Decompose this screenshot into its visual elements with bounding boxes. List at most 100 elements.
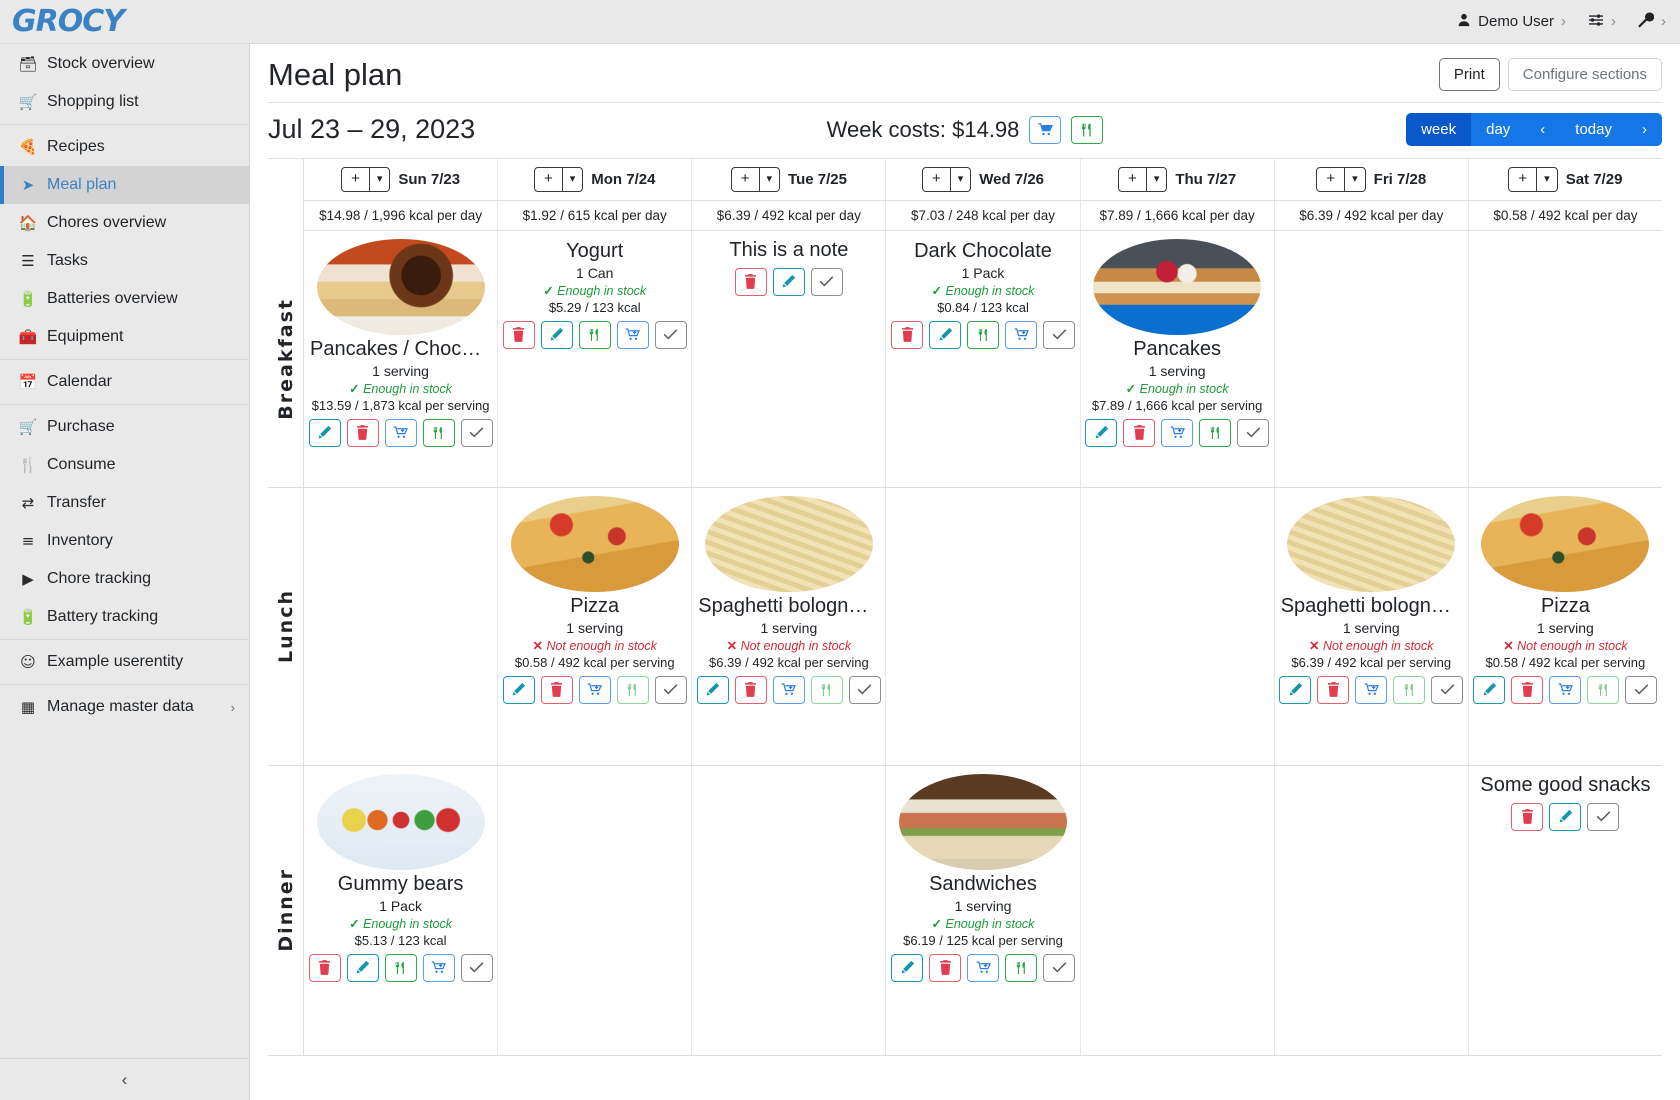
add-to-shopping-list-button[interactable] — [616, 320, 649, 349]
delete-entry-button[interactable] — [734, 675, 767, 704]
add-entry-button[interactable]: + — [341, 167, 370, 192]
item-title[interactable]: Pizza — [570, 594, 620, 617]
app-logo[interactable]: GROCY — [12, 4, 125, 39]
consume-button[interactable] — [1587, 675, 1620, 704]
consume-button[interactable] — [810, 675, 843, 704]
edit-entry-button[interactable] — [891, 953, 923, 982]
mark-done-button[interactable] — [654, 320, 687, 349]
mark-done-button[interactable] — [1625, 675, 1658, 704]
delete-entry-button[interactable] — [346, 418, 379, 447]
sidebar-item-tasks[interactable]: ☰ Tasks — [0, 242, 249, 280]
delete-entry-button[interactable] — [1511, 675, 1544, 704]
sidebar-item-battery-tracking[interactable]: 🔋 Battery tracking — [0, 598, 249, 636]
delete-entry-button[interactable] — [308, 953, 341, 982]
sidebar-item-consume[interactable]: 🍴 Consume — [0, 446, 249, 484]
configure-sections-button[interactable]: Configure sections — [1507, 58, 1662, 91]
consume-button[interactable] — [578, 320, 611, 349]
consume-button[interactable] — [616, 675, 649, 704]
mark-done-button[interactable] — [848, 675, 881, 704]
consume-button[interactable] — [1199, 418, 1232, 447]
consume-week-button[interactable] — [1071, 115, 1104, 144]
add-entry-button[interactable]: + — [1316, 167, 1346, 192]
sidebar-item-recipes[interactable]: 🍕 Recipes — [0, 128, 249, 166]
sidebar-item-equipment[interactable]: 🧰 Equipment — [0, 318, 249, 356]
consume-button[interactable] — [967, 320, 999, 349]
mark-done-button[interactable] — [1043, 953, 1075, 982]
delete-entry-button[interactable] — [502, 320, 535, 349]
view-day-button[interactable]: day — [1471, 113, 1526, 147]
item-thumbnail[interactable] — [704, 495, 873, 592]
mark-done-button[interactable] — [1587, 802, 1620, 831]
item-title[interactable]: Sandwiches — [929, 872, 1037, 895]
next-period-button[interactable]: › — [1627, 113, 1662, 147]
sidebar-item-calendar[interactable]: 📅 Calendar — [0, 363, 249, 401]
edit-entry-button[interactable] — [346, 953, 379, 982]
edit-entry-button[interactable] — [929, 320, 961, 349]
today-button[interactable]: today — [1560, 113, 1627, 147]
delete-entry-button[interactable] — [734, 267, 767, 296]
sidebar-item-stock-overview[interactable]: 🗃 Stock overview — [0, 45, 249, 83]
item-title[interactable]: Pancakes / Chocol… — [310, 337, 492, 360]
item-title[interactable]: Pancakes — [1133, 337, 1222, 360]
add-entry-button[interactable]: + — [1508, 167, 1538, 192]
consume-button[interactable] — [1005, 953, 1037, 982]
item-thumbnail[interactable] — [1481, 495, 1650, 592]
add-to-shopping-list-button[interactable] — [1161, 418, 1194, 447]
add-to-shopping-list-button[interactable] — [772, 675, 805, 704]
mark-done-button[interactable] — [810, 267, 843, 296]
delete-entry-button[interactable] — [540, 675, 573, 704]
delete-entry-button[interactable] — [929, 953, 961, 982]
sidebar-item-purchase[interactable]: 🛒 Purchase — [0, 408, 249, 446]
view-week-button[interactable]: week — [1406, 113, 1472, 147]
mark-done-button[interactable] — [460, 953, 493, 982]
add-entry-dropdown-button[interactable]: ▾ — [1146, 167, 1168, 192]
user-menu[interactable]: Demo User › — [1457, 13, 1566, 30]
edit-entry-button[interactable] — [696, 675, 729, 704]
item-thumbnail[interactable] — [316, 238, 485, 335]
add-week-to-shopping-list-button[interactable] — [1029, 115, 1062, 144]
item-title[interactable]: Spaghetti bolognese — [698, 594, 880, 617]
mark-done-button[interactable] — [654, 675, 687, 704]
mark-done-button[interactable] — [1237, 418, 1270, 447]
sidebar-item-chores-overview[interactable]: 🏠 Chores overview — [0, 204, 249, 242]
print-button[interactable]: Print — [1438, 58, 1500, 91]
edit-entry-button[interactable] — [1279, 675, 1312, 704]
edit-entry-button[interactable] — [772, 267, 805, 296]
add-to-shopping-list-button[interactable] — [578, 675, 611, 704]
sidebar-item-chore-tracking[interactable]: ▶ Chore tracking — [0, 560, 249, 598]
sidebar-item-example-userentity[interactable]: ☺ Example userentity — [0, 643, 249, 681]
item-thumbnail[interactable] — [510, 495, 679, 592]
sidebar-item-inventory[interactable]: ≡ Inventory — [0, 522, 249, 560]
tools-menu[interactable]: › — [1638, 12, 1666, 31]
sidebar-item-batteries-overview[interactable]: 🔋 Batteries overview — [0, 280, 249, 318]
add-to-shopping-list-button[interactable] — [422, 953, 455, 982]
add-entry-dropdown-button[interactable]: ▾ — [1345, 167, 1366, 192]
sidebar-item-manage-master-data[interactable]: ▦ Manage master data › — [0, 688, 249, 726]
add-entry-dropdown-button[interactable]: ▾ — [950, 167, 972, 192]
item-title[interactable]: Yogurt — [566, 239, 624, 262]
item-thumbnail[interactable] — [898, 773, 1067, 870]
delete-entry-button[interactable] — [891, 320, 923, 349]
consume-button[interactable] — [384, 953, 417, 982]
mark-done-button[interactable] — [460, 418, 493, 447]
add-entry-button[interactable]: + — [1118, 167, 1147, 192]
item-title[interactable]: Gummy bears — [337, 872, 464, 895]
add-entry-dropdown-button[interactable]: ▾ — [759, 167, 781, 192]
edit-entry-button[interactable] — [308, 418, 341, 447]
add-to-shopping-list-button[interactable] — [967, 953, 999, 982]
item-title[interactable]: Pizza — [1540, 594, 1590, 617]
sidebar-item-meal-plan[interactable]: ➤ Meal plan — [0, 166, 249, 204]
settings-menu[interactable]: › — [1588, 13, 1616, 30]
delete-entry-button[interactable] — [1511, 802, 1544, 831]
add-to-shopping-list-button[interactable] — [1005, 320, 1037, 349]
item-thumbnail[interactable] — [316, 773, 485, 870]
item-thumbnail[interactable] — [1093, 238, 1262, 335]
add-to-shopping-list-button[interactable] — [1549, 675, 1582, 704]
delete-entry-button[interactable] — [1317, 675, 1350, 704]
edit-entry-button[interactable] — [502, 675, 535, 704]
mark-done-button[interactable] — [1043, 320, 1075, 349]
add-to-shopping-list-button[interactable] — [1355, 675, 1388, 704]
edit-entry-button[interactable] — [1085, 418, 1118, 447]
add-to-shopping-list-button[interactable] — [384, 418, 417, 447]
add-entry-dropdown-button[interactable]: ▾ — [1537, 167, 1558, 192]
